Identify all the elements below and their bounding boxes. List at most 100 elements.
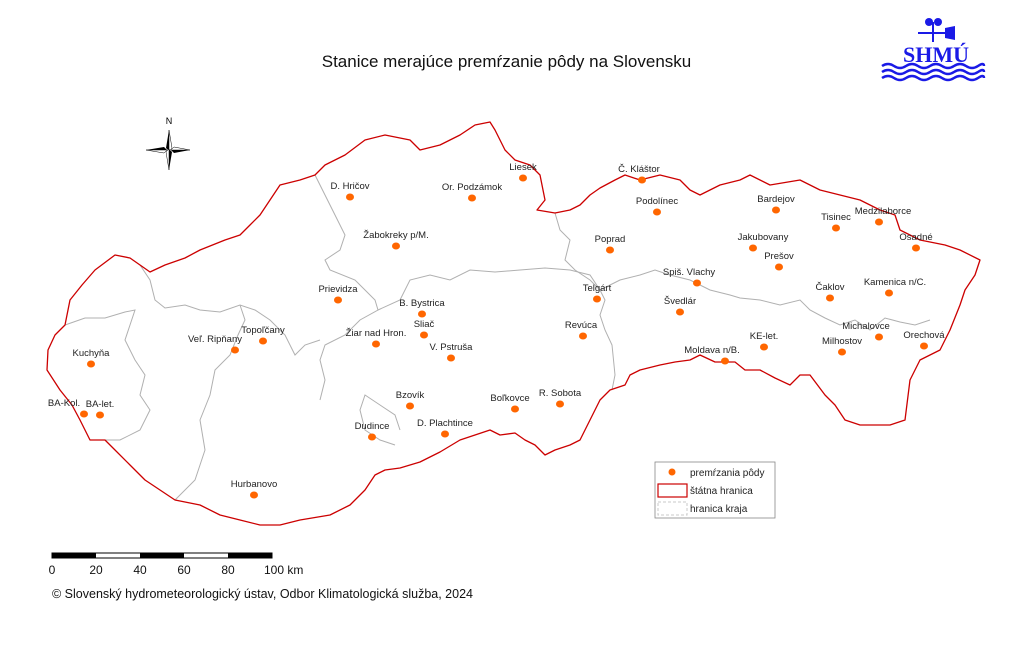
station-marker (87, 360, 95, 368)
legend-region-border-icon (657, 501, 688, 516)
legend-state-border: štátna hranica (690, 486, 753, 497)
scale-tick: 0 (49, 563, 56, 577)
station-marker (653, 208, 661, 216)
region-borders (64, 174, 931, 501)
state-border (46, 121, 981, 526)
station-label: V. Pstruša (430, 342, 474, 353)
legend-state-border-icon (657, 483, 688, 498)
station-label: BA-Kol. (48, 398, 80, 409)
station-marker (826, 294, 834, 302)
station-label: Hurbanovo (231, 479, 277, 490)
station-marker (832, 224, 840, 232)
station-marker (392, 242, 400, 250)
station-label: KE-let. (750, 331, 779, 342)
station-label: Kamenica n/C. (864, 277, 926, 288)
station-label: Liesek (509, 162, 537, 173)
station-marker (406, 402, 414, 410)
shmu-logo: SHMÚ (881, 18, 986, 82)
station-label: Žabokreky p/M. (363, 230, 428, 241)
station-marker (838, 348, 846, 356)
station-label: Švedlár (664, 296, 696, 307)
station-marker (519, 174, 527, 182)
station-marker (447, 354, 455, 362)
station-label: Boľkovce (490, 393, 529, 404)
station-marker (606, 246, 614, 254)
station-marker (721, 357, 729, 365)
station-marker (372, 340, 380, 348)
station-label: Telgárt (583, 283, 612, 294)
station-marker (334, 296, 342, 304)
north-label: N (166, 116, 173, 126)
map-title: Stanice merajúce premŕzanie pôdy na Slov… (321, 52, 692, 71)
station-marker (885, 289, 893, 297)
scale-tick: 20 (89, 563, 103, 577)
station-marker (920, 342, 928, 350)
scale-tick: 80 (221, 563, 235, 577)
station-label: Prievidza (318, 284, 358, 295)
station-label: Milhostov (822, 336, 862, 347)
station-label: Sliač (414, 319, 435, 330)
scale-tick: 60 (177, 563, 191, 577)
station-marker (96, 411, 104, 419)
legend-station: premŕzania pôdy (690, 468, 764, 479)
station-marker (760, 343, 768, 351)
station-label: R. Sobota (539, 388, 582, 399)
north-arrow-icon: N (145, 116, 191, 171)
station-label: Medzilaborce (855, 206, 912, 217)
station-marker (80, 410, 88, 418)
legend-station-icon (668, 468, 676, 476)
station-marker (418, 310, 426, 318)
station-marker (368, 433, 376, 441)
station-label: B. Bystrica (399, 298, 445, 309)
station-label: Podolínec (636, 196, 679, 207)
station-marker (772, 206, 780, 214)
station-label: Michalovce (842, 321, 890, 332)
station-marker (231, 346, 239, 354)
stations-layer: D. Hričov Or. Podzámok Žabokreky p/M. Priev… (48, 162, 945, 499)
station-label: Or. Podzámok (442, 182, 502, 193)
station-marker (749, 244, 757, 252)
station-marker (912, 244, 920, 252)
station-marker (468, 194, 476, 202)
station-label: Orechová (903, 330, 945, 341)
station-label: Topoľčany (241, 325, 285, 336)
station-label: Osadné (899, 232, 932, 243)
station-label: Č. Kláštor (618, 164, 660, 175)
station-label: Dudince (355, 421, 390, 432)
station-marker (579, 332, 587, 340)
legend: premŕzania pôdy štátna hranica hranica k… (654, 461, 776, 519)
station-marker (556, 400, 564, 408)
station-label: Žiar nad Hron. (346, 328, 407, 339)
station-label: BA-let. (86, 399, 115, 410)
station-label: Moldava n/B. (684, 345, 739, 356)
station-label: D. Hričov (330, 181, 369, 192)
station-label: Poprad (595, 234, 626, 245)
station-label: D. Plachtince (417, 418, 473, 429)
station-marker (638, 176, 646, 184)
station-label: Jakubovany (738, 232, 789, 243)
station-marker (259, 337, 267, 345)
scale-bar: 0 20 40 60 80 100 km (49, 552, 303, 577)
station-label: Čaklov (815, 282, 844, 293)
scale-tick: 100 km (264, 563, 303, 577)
station-marker (420, 331, 428, 339)
station-marker (775, 263, 783, 271)
station-marker (676, 308, 684, 316)
station-label: Revúca (565, 320, 598, 331)
station-marker (693, 279, 701, 287)
scale-tick: 40 (133, 563, 147, 577)
station-marker (346, 193, 354, 201)
station-marker (250, 491, 258, 499)
station-marker (511, 405, 519, 413)
station-label: Tisinec (821, 212, 851, 223)
station-label: Bardejov (757, 194, 795, 205)
station-marker (593, 295, 601, 303)
station-label: Spiš. Vlachy (663, 267, 716, 278)
station-marker (875, 333, 883, 341)
station-label: Prešov (764, 251, 794, 262)
station-label: Kuchyňa (73, 348, 111, 359)
station-marker (875, 218, 883, 226)
station-marker (441, 430, 449, 438)
station-label: Bzovík (396, 390, 425, 401)
